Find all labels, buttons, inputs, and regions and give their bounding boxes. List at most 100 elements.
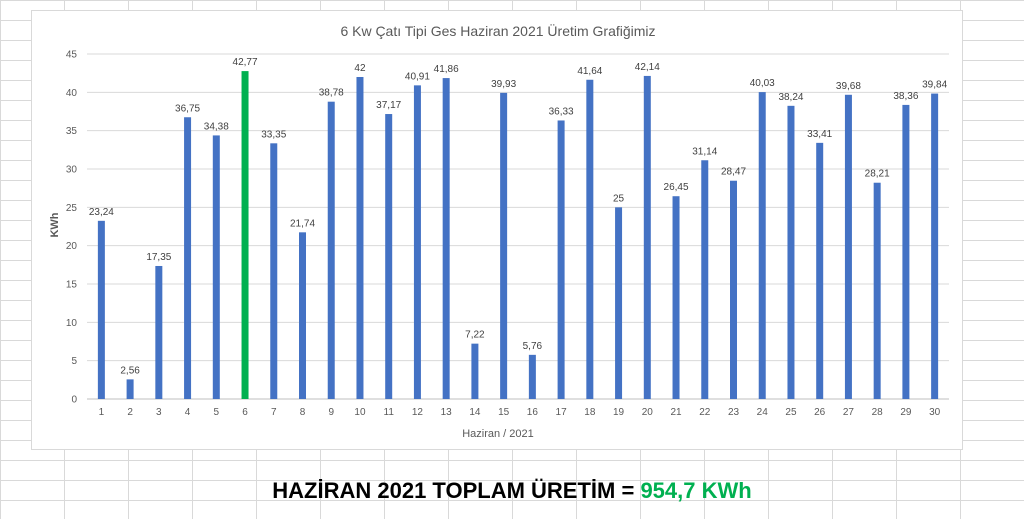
data-label: 25: [613, 193, 625, 204]
bars: [97, 71, 939, 400]
data-label: 28,47: [721, 167, 746, 178]
bar-day-23: [730, 180, 737, 399]
y-axis-ticks: 0 5 10 15 20 25 30 35 40 45: [66, 50, 78, 406]
y-tick-label: 15: [66, 280, 78, 291]
bar-day-22: [701, 160, 709, 399]
x-tick-label: 15: [498, 407, 510, 418]
x-tick-label: 9: [328, 407, 334, 418]
x-tick-label: 12: [412, 407, 424, 418]
data-label: 28,21: [865, 169, 890, 180]
x-tick-label: 8: [300, 407, 306, 418]
bar-day-14: [471, 343, 479, 399]
bar-day-30: [931, 93, 939, 399]
x-tick-label: 6: [242, 407, 248, 418]
bar-day-2: [126, 379, 134, 399]
y-tick-label: 10: [66, 318, 78, 329]
x-tick-label: 16: [527, 407, 539, 418]
x-tick-label: 5: [214, 407, 220, 418]
data-label: 41,86: [434, 64, 459, 75]
total-label: HAZİRAN 2021 TOPLAM ÜRETİM =: [272, 478, 641, 503]
bar-day-25: [787, 105, 795, 400]
data-label: 40,03: [750, 78, 775, 89]
chart-title: 6 Kw Çatı Tipi Ges Haziran 2021 Üretim G…: [340, 22, 655, 39]
data-label: 42: [354, 63, 366, 74]
x-tick-label: 13: [441, 407, 453, 418]
data-label: 33,41: [807, 129, 832, 140]
y-tick-label: 30: [66, 165, 78, 176]
data-label: 26,45: [664, 182, 689, 193]
data-label: 2,56: [120, 365, 140, 376]
bar-day-12: [413, 85, 421, 400]
y-axis-label: KWh: [49, 212, 61, 237]
bar-chart: 6 Kw Çatı Tipi Ges Haziran 2021 Üretim G…: [49, 22, 949, 440]
y-tick-label: 20: [66, 241, 78, 252]
bar-day-27: [844, 94, 852, 399]
y-tick-label: 35: [66, 126, 78, 137]
x-tick-label: 2: [127, 407, 133, 418]
x-tick-label: 26: [814, 407, 826, 418]
y-tick-label: 40: [66, 88, 78, 99]
data-label: 36,33: [549, 106, 574, 117]
data-label: 7,22: [465, 330, 485, 341]
data-label: 23,24: [89, 207, 114, 218]
data-label: 38,36: [893, 91, 918, 102]
bar-day-28: [873, 182, 881, 399]
x-tick-label: 7: [271, 407, 277, 418]
x-tick-label: 25: [785, 407, 797, 418]
x-tick-label: 18: [584, 407, 596, 418]
x-tick-label: 4: [185, 407, 191, 418]
bar-day-4: [184, 117, 192, 399]
data-label: 38,24: [778, 92, 803, 103]
x-tick-label: 17: [556, 407, 568, 418]
x-tick-label: 30: [929, 407, 941, 418]
y-tick-label: 25: [66, 203, 78, 214]
bar-day-8: [299, 232, 306, 399]
data-label: 38,78: [319, 88, 344, 99]
bar-day-10: [356, 77, 364, 399]
x-tick-label: 14: [469, 407, 481, 418]
bar-day-26: [816, 142, 824, 399]
bar-day-7: [270, 143, 278, 399]
bar-day-17: [557, 120, 565, 399]
data-label: 39,84: [922, 80, 947, 91]
x-tick-label: 29: [900, 407, 912, 418]
bar-day-5: [212, 135, 220, 400]
data-label: 36,75: [175, 103, 200, 114]
x-tick-label: 11: [384, 407, 395, 418]
data-label: 41,64: [577, 66, 602, 77]
bar-day-9: [327, 101, 335, 399]
total-value: 954,7 KWh: [640, 478, 752, 503]
x-axis-label: Haziran / 2021: [462, 428, 534, 440]
data-label: 39,93: [491, 79, 516, 90]
bar-day-6: [241, 71, 249, 399]
bar-day-21: [672, 196, 680, 399]
data-label: 5,76: [523, 341, 543, 352]
data-label: 31,14: [692, 146, 717, 157]
x-tick-label: 19: [613, 407, 625, 418]
bar-day-24: [758, 92, 766, 399]
bar-day-20: [643, 75, 651, 399]
bar-day-11: [385, 114, 393, 399]
bar-day-15: [500, 92, 508, 400]
total-production-summary: HAZİRAN 2021 TOPLAM ÜRETİM = 954,7 KWh: [0, 478, 1024, 504]
data-label: 40,91: [405, 71, 430, 82]
bar-day-3: [155, 265, 163, 399]
x-tick-label: 20: [642, 407, 654, 418]
y-tick-label: 0: [71, 395, 77, 406]
data-label: 33,35: [261, 129, 286, 140]
x-axis-ticks: 1 2 3 4 5 6 7 8 9 10 11 12 13 14 15 16 17 18 19 20 21 22 23 24 2…: [99, 407, 941, 418]
bar-day-13: [442, 78, 450, 399]
data-label: 42,77: [233, 57, 258, 68]
x-tick-label: 23: [728, 407, 740, 418]
x-tick-label: 10: [354, 407, 366, 418]
x-tick-label: 28: [872, 407, 884, 418]
data-labels: 23,24 2,56 17,35 36,75 34,38 42,77 33,35 21,74 3…: [89, 57, 948, 376]
bar-day-16: [528, 354, 536, 399]
data-label: 21,74: [290, 218, 315, 229]
bar-day-1: [97, 220, 105, 399]
grid-lines: [87, 53, 949, 400]
x-tick-label: 27: [843, 407, 855, 418]
bar-day-19: [615, 207, 623, 399]
data-label: 34,38: [204, 121, 229, 132]
y-tick-label: 45: [66, 50, 78, 61]
